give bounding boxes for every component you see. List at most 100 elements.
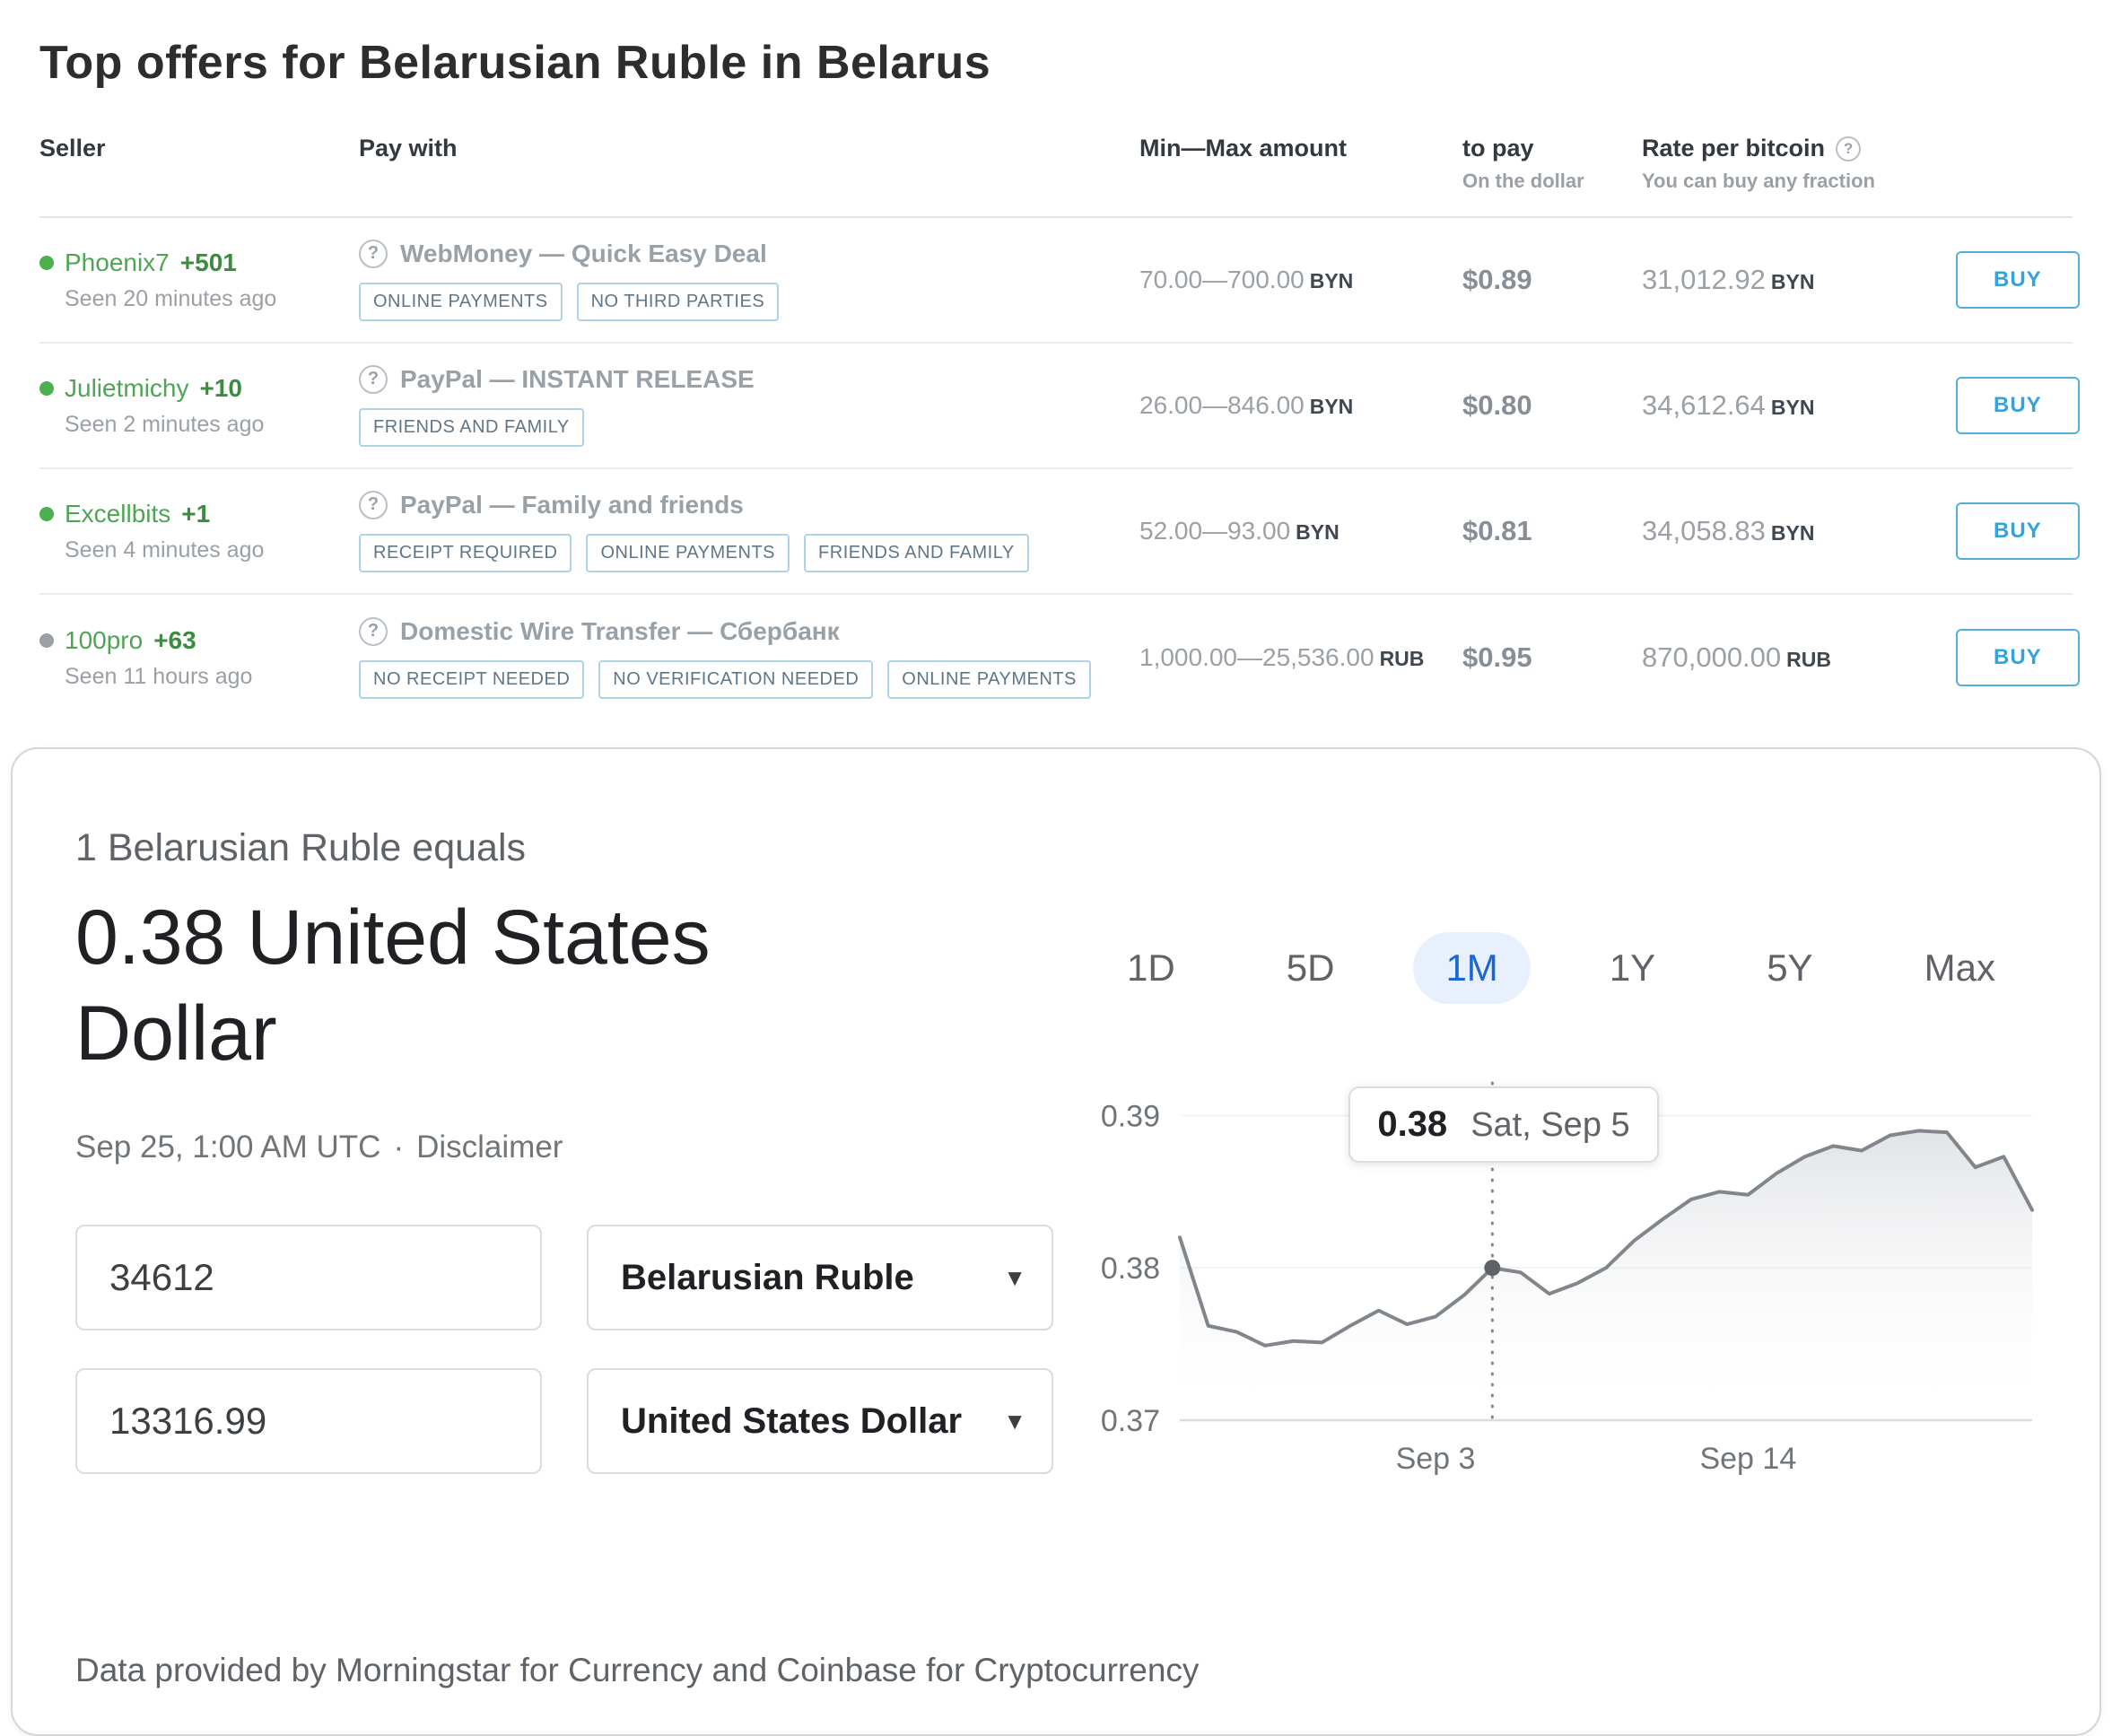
pay-with-cell: ? PayPal — Family and friends RECEIPT RE… <box>359 490 1139 572</box>
rate-cell: 870,000.00 RUB <box>1642 641 1831 673</box>
rate-cell: 34,612.64 BYN <box>1642 389 1815 421</box>
offer-tag: RECEIPT REQUIRED <box>359 533 572 572</box>
offer-row: Excellbits +1 Seen 4 minutes ago ? PayPa… <box>39 469 2080 595</box>
page-title: Top offers for Belarusian Ruble in Belar… <box>39 37 991 89</box>
offer-tag: NO THIRD PARTIES <box>576 282 780 321</box>
buy-button[interactable]: BUY <box>1956 502 2080 560</box>
seller-link[interactable]: 100pro <box>65 625 144 654</box>
currency-converter-card: 1 Belarusian Ruble equals 0.38 United St… <box>11 747 2101 1736</box>
seller-last-seen: Seen 11 hours ago <box>65 663 253 689</box>
data-attribution: Data provided by Morningstar for Currenc… <box>75 1652 1200 1688</box>
table-header-row: Seller Pay with Min—Max amount to pay On… <box>39 127 2073 218</box>
header-to-pay: to pay On the dollar <box>1462 135 1642 193</box>
svg-text:0.37: 0.37 <box>1101 1404 1160 1438</box>
range-tab-max[interactable]: Max <box>1924 947 1995 989</box>
online-status-dot <box>39 632 54 648</box>
question-icon[interactable]: ? <box>359 616 388 646</box>
online-status-dot <box>39 506 54 521</box>
range-tab-1y[interactable]: 1Y <box>1609 947 1656 989</box>
range-tab-5d[interactable]: 5D <box>1286 947 1335 989</box>
question-icon[interactable]: ? <box>359 364 388 394</box>
range-tab-1d[interactable]: 1D <box>1127 947 1175 989</box>
offer-tag: NO RECEIPT NEEDED <box>359 659 585 699</box>
header-min-max: Min—Max amount <box>1139 135 1348 161</box>
rate-help-icon[interactable]: ? <box>1836 135 1862 161</box>
tooltip-date: Sat, Sep 5 <box>1471 1106 1630 1144</box>
seller-last-seen: Seen 20 minutes ago <box>65 285 277 311</box>
offer-tag: ONLINE PAYMENTS <box>586 533 790 572</box>
svg-text:Sep 3: Sep 3 <box>1396 1442 1476 1476</box>
seller-last-seen: Seen 4 minutes ago <box>65 537 265 563</box>
chart-tooltip: 0.38 Sat, Sep 5 <box>1348 1086 1659 1163</box>
seller-cell: Excellbits +1 Seen 4 minutes ago <box>39 500 359 563</box>
offer-tag: FRIENDS AND FAMILY <box>804 533 1029 572</box>
min-max-cell: 1,000.00—25,536.00 RUB <box>1139 643 1425 671</box>
offers-table: Seller Pay with Min—Max amount to pay On… <box>39 127 2080 720</box>
buy-button[interactable]: BUY <box>1956 251 2080 309</box>
to-pay-cell: $0.95 <box>1462 641 1532 673</box>
seller-link[interactable]: Excellbits <box>65 499 171 528</box>
svg-text:0.38: 0.38 <box>1101 1252 1160 1286</box>
range-tabs: 1D 5D 1M 1Y 5Y Max <box>1095 932 2028 1004</box>
amount-to-input[interactable] <box>75 1368 542 1475</box>
header-to-pay-sub: On the dollar <box>1462 170 1584 192</box>
offer-tag: ONLINE PAYMENTS <box>887 659 1091 699</box>
online-status-dot <box>39 380 54 396</box>
seller-cell: Phoenix7 +501 Seen 20 minutes ago <box>39 249 359 312</box>
seller-cell: 100pro +63 Seen 11 hours ago <box>39 626 359 690</box>
currency-to-select[interactable]: United States Dollar ▼ <box>587 1368 1053 1475</box>
range-tab-1m[interactable]: 1M <box>1413 932 1531 1004</box>
seller-link[interactable]: Phoenix7 <box>65 248 170 276</box>
header-rate: Rate per bitcoin ? You can buy any fract… <box>1642 135 1956 193</box>
svg-text:Sep 14: Sep 14 <box>1699 1442 1796 1476</box>
pay-with-cell: ? PayPal — INSTANT RELEASE FRIENDS AND F… <box>359 364 1139 447</box>
amount-from-input[interactable] <box>75 1225 542 1331</box>
offer-row: Julietmichy +10 Seen 2 minutes ago ? Pay… <box>39 344 2080 469</box>
dot-separator: · <box>393 1130 405 1165</box>
buy-button[interactable]: BUY <box>1956 377 2080 434</box>
online-status-dot <box>39 255 54 270</box>
rate-cell: 34,058.83 BYN <box>1642 515 1815 546</box>
rate-cell: 31,012.92 BYN <box>1642 264 1815 295</box>
offers-section: Top offers for Belarusian Ruble in Belar… <box>0 0 2112 744</box>
to-pay-cell: $0.80 <box>1462 389 1532 421</box>
seller-reputation: +1 <box>181 499 211 528</box>
pay-with-cell: ? WebMoney — Quick Easy Deal ONLINE PAYM… <box>359 239 1139 321</box>
offer-row: 100pro +63 Seen 11 hours ago ? Domestic … <box>39 595 2080 720</box>
min-max-cell: 52.00—93.00 BYN <box>1139 517 1340 545</box>
to-pay-cell: $0.89 <box>1462 264 1532 295</box>
offer-tag: FRIENDS AND FAMILY <box>359 407 584 447</box>
equals-label: 1 Belarusian Ruble equals <box>75 826 526 869</box>
chevron-down-icon: ▼ <box>1003 1407 1026 1435</box>
converter-chart-panel: 1D 5D 1M 1Y 5Y Max 0.37 0.38 0.39 Sep 3 Sep … <box>1071 826 2046 1616</box>
currency-from-select[interactable]: Belarusian Ruble ▼ <box>587 1225 1053 1331</box>
timestamp-line: Sep 25, 1:00 AM UTC · Disclaimer <box>75 1130 1071 1165</box>
chart-canvas[interactable]: 0.37 0.38 0.39 Sep 3 Sep 14 <box>1095 1061 2046 1492</box>
tooltip-value: 0.38 <box>1377 1104 1448 1144</box>
converter-form: Belarusian Ruble ▼ United States Dollar … <box>75 1225 1071 1475</box>
pay-with-cell: ? Domestic Wire Transfer — Сбербанк NO R… <box>359 616 1139 699</box>
seller-link[interactable]: Julietmichy <box>65 373 189 402</box>
exchange-rate-chart[interactable]: 0.37 0.38 0.39 Sep 3 Sep 14 0.38 Sat, Sep 5 <box>1095 1061 2046 1492</box>
payment-method: PayPal — INSTANT RELEASE <box>400 364 755 393</box>
seller-reputation: +10 <box>199 373 242 402</box>
buy-button[interactable]: BUY <box>1956 629 2080 686</box>
conversion-result: 0.38 United States Dollar <box>75 894 711 1077</box>
chevron-down-icon: ▼ <box>1003 1263 1026 1291</box>
range-tab-5y[interactable]: 5Y <box>1767 947 1813 989</box>
header-seller: Seller <box>39 135 106 161</box>
min-max-cell: 26.00—846.00 BYN <box>1139 391 1354 419</box>
question-icon[interactable]: ? <box>359 490 388 519</box>
offer-tag: ONLINE PAYMENTS <box>359 282 563 321</box>
disclaimer-link[interactable]: Disclaimer <box>416 1130 563 1165</box>
header-rate-sub: You can buy any fraction <box>1642 170 1875 192</box>
to-pay-cell: $0.81 <box>1462 515 1532 546</box>
seller-reputation: +501 <box>179 248 237 276</box>
payment-method: WebMoney — Quick Easy Deal <box>400 239 767 267</box>
question-icon[interactable]: ? <box>359 239 388 268</box>
payment-method: Domestic Wire Transfer — Сбербанк <box>400 616 840 645</box>
min-max-cell: 70.00—700.00 BYN <box>1139 266 1354 293</box>
offer-tag: NO VERIFICATION NEEDED <box>598 659 874 699</box>
converter-left-panel: 1 Belarusian Ruble equals 0.38 United St… <box>75 826 1071 1616</box>
offer-row: Phoenix7 +501 Seen 20 minutes ago ? WebM… <box>39 218 2080 344</box>
